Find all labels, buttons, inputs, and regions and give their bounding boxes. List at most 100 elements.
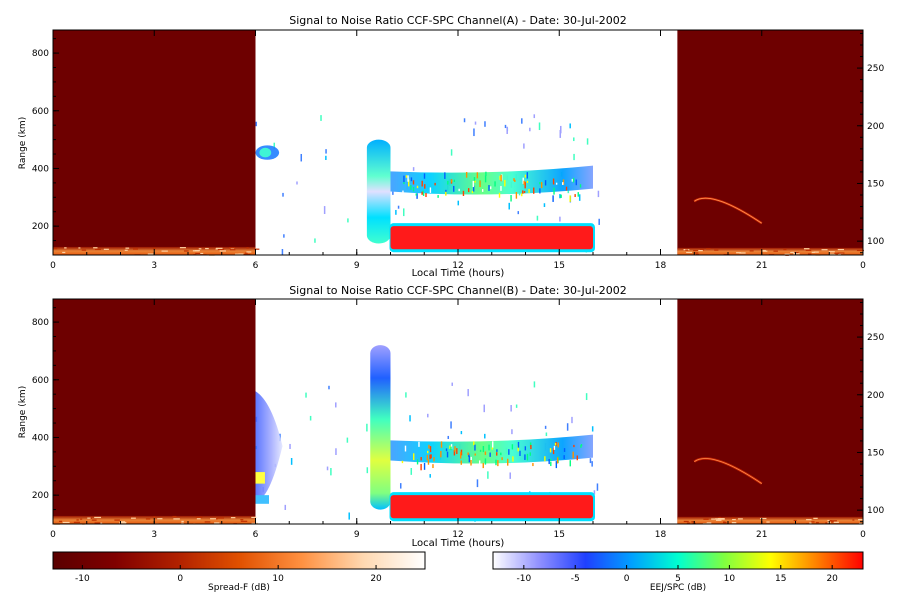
noise-echo bbox=[460, 431, 463, 435]
night-layer-speckle bbox=[153, 247, 156, 250]
echo-band-speckle bbox=[484, 175, 487, 183]
echo-band-speckle bbox=[437, 195, 439, 198]
echo-band-speckle bbox=[453, 179, 456, 183]
x-tick-label: 15 bbox=[554, 261, 565, 271]
colorbar-tick-label: 20 bbox=[370, 574, 382, 584]
noise-echo bbox=[309, 415, 312, 421]
noise-echo bbox=[476, 479, 479, 488]
echo-band-speckle bbox=[418, 441, 420, 447]
echo-band-speckle bbox=[556, 457, 559, 464]
echo-band-speckle bbox=[474, 444, 476, 451]
night-layer-speckle bbox=[215, 247, 223, 249]
echo-band-speckle bbox=[492, 441, 494, 448]
night-layer-speckle bbox=[217, 517, 225, 519]
echo-band-speckle bbox=[491, 447, 494, 450]
panel-b-ylabel: Range (km) bbox=[18, 386, 28, 438]
night-layer-speckle bbox=[794, 251, 799, 254]
night-layer-speckle bbox=[120, 521, 126, 523]
x-tick-label: 15 bbox=[554, 530, 565, 540]
echo-band-speckle bbox=[412, 187, 415, 192]
echo-band-speckle bbox=[572, 177, 575, 183]
night-spread-f-block bbox=[53, 299, 256, 524]
noise-echo bbox=[409, 415, 411, 422]
night-layer-speckle bbox=[80, 518, 83, 520]
noise-echo bbox=[273, 142, 276, 150]
noise-echo bbox=[484, 433, 486, 439]
echo-band-speckle bbox=[501, 457, 503, 461]
colorbar-tick-label: -10 bbox=[516, 574, 531, 584]
echo-band-speckle bbox=[577, 192, 579, 197]
noise-echo bbox=[578, 194, 581, 201]
echo-band-speckle bbox=[481, 189, 484, 192]
echo-band-speckle bbox=[497, 460, 499, 467]
night-layer-speckle bbox=[809, 522, 812, 524]
echo-band-speckle bbox=[427, 450, 429, 454]
echo-column bbox=[366, 139, 391, 244]
night-layer-speckle bbox=[219, 250, 226, 252]
night-layer-speckle bbox=[153, 516, 156, 518]
night-layer-speckle bbox=[686, 522, 690, 524]
echo-band-speckle bbox=[473, 441, 475, 446]
echo-band-speckle bbox=[517, 441, 520, 448]
night-layer-speckle bbox=[807, 253, 812, 255]
noise-echo bbox=[559, 216, 561, 222]
echo-band-speckle bbox=[407, 175, 409, 182]
night-layer-speckle bbox=[229, 249, 236, 251]
noise-echo bbox=[397, 205, 400, 209]
night-layer-speckle bbox=[731, 517, 735, 519]
echo-band-speckle bbox=[404, 445, 407, 452]
echo-band-speckle bbox=[405, 175, 408, 178]
night-layer-speckle bbox=[706, 522, 712, 524]
echo-band-speckle bbox=[569, 195, 571, 202]
x-tick-label: 18 bbox=[655, 261, 667, 271]
night-layer-speckle bbox=[793, 519, 797, 522]
panel-b-xlabel: Local Time (hours) bbox=[412, 538, 505, 549]
noise-echo bbox=[544, 425, 547, 429]
x-tick-label: 3 bbox=[151, 530, 157, 540]
echo-band-speckle bbox=[432, 464, 434, 469]
echo-band-speckle bbox=[529, 442, 532, 447]
night-layer-speckle bbox=[161, 250, 168, 252]
noise-echo bbox=[487, 471, 489, 479]
noise-echo bbox=[296, 181, 298, 185]
noise-echo bbox=[559, 129, 562, 138]
noise-echo bbox=[346, 437, 349, 443]
night-layer-speckle bbox=[790, 251, 796, 254]
noise-echo bbox=[325, 149, 327, 154]
noise-echo bbox=[427, 413, 429, 418]
night-layer-speckle bbox=[783, 248, 787, 251]
echo-band-speckle bbox=[453, 185, 455, 192]
night-layer-speckle bbox=[195, 516, 203, 518]
noise-echo bbox=[403, 208, 405, 217]
echo-band-speckle bbox=[427, 459, 430, 465]
echo-band-speckle bbox=[526, 180, 529, 183]
noise-echo bbox=[508, 202, 510, 210]
noise-echo bbox=[281, 249, 284, 256]
night-echo-arc-core bbox=[694, 197, 762, 224]
night-layer-speckle bbox=[246, 247, 249, 249]
echo-band-speckle bbox=[523, 190, 526, 193]
echo-band-speckle bbox=[524, 181, 526, 189]
echo-band-speckle bbox=[460, 451, 462, 459]
echo-band-speckle bbox=[451, 179, 453, 183]
noise-echo bbox=[571, 416, 573, 424]
night-spread-f-block bbox=[677, 30, 863, 255]
panel-a: Signal to Noise Ratio CCF-SPC Channel(A)… bbox=[18, 14, 884, 279]
night-layer-speckle bbox=[81, 249, 87, 251]
noise-echo bbox=[283, 234, 285, 238]
panel-b-title: Signal to Noise Ratio CCF-SPC Channel(B)… bbox=[289, 284, 627, 297]
night-layer-speckle bbox=[695, 253, 700, 256]
echo-band-speckle bbox=[446, 451, 449, 458]
echo-band-speckle bbox=[434, 182, 436, 186]
noise-echo bbox=[330, 468, 332, 476]
echo-plume-core bbox=[255, 472, 265, 484]
y2-tick-label: 150 bbox=[867, 448, 884, 458]
night-bottom-layer bbox=[677, 247, 863, 255]
noise-echo bbox=[517, 211, 520, 215]
echo-band-speckle bbox=[482, 445, 485, 453]
colorbar-tick-label: 20 bbox=[826, 574, 838, 584]
echo-band-speckle bbox=[539, 182, 541, 185]
colorbar-tick-label: -5 bbox=[571, 574, 580, 584]
night-layer-speckle bbox=[821, 249, 828, 251]
